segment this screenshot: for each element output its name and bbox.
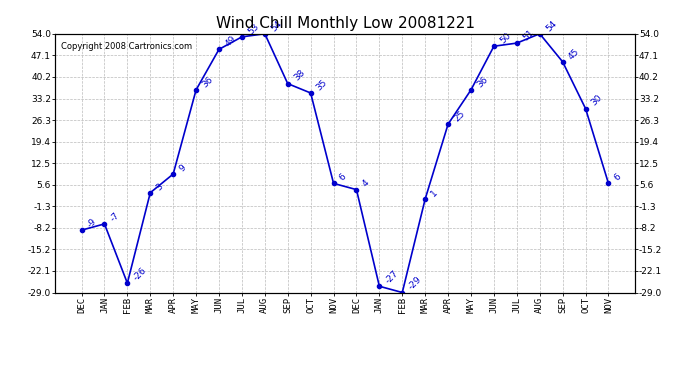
Text: Copyright 2008 Cartronics.com: Copyright 2008 Cartronics.com xyxy=(61,42,192,51)
Text: 36: 36 xyxy=(475,75,490,89)
Text: -27: -27 xyxy=(384,269,400,285)
Text: 36: 36 xyxy=(200,75,215,89)
Text: 54: 54 xyxy=(544,19,558,33)
Text: 51: 51 xyxy=(521,28,535,42)
Text: -26: -26 xyxy=(132,266,148,282)
Text: 4: 4 xyxy=(361,178,371,189)
Text: 53: 53 xyxy=(246,22,261,36)
Text: -7: -7 xyxy=(108,210,121,223)
Text: 9: 9 xyxy=(177,163,188,173)
Text: 45: 45 xyxy=(566,46,581,61)
Text: 35: 35 xyxy=(315,78,329,92)
Text: -29: -29 xyxy=(406,275,423,292)
Text: 54: 54 xyxy=(269,19,284,33)
Text: 25: 25 xyxy=(452,109,466,123)
Text: 6: 6 xyxy=(613,172,623,183)
Text: -9: -9 xyxy=(86,217,99,229)
Text: 6: 6 xyxy=(337,172,348,183)
Text: 50: 50 xyxy=(498,31,513,45)
Title: Wind Chill Monthly Low 20081221: Wind Chill Monthly Low 20081221 xyxy=(215,16,475,31)
Text: 1: 1 xyxy=(429,188,440,198)
Text: 49: 49 xyxy=(223,34,237,48)
Text: 3: 3 xyxy=(155,182,165,192)
Text: 30: 30 xyxy=(590,93,604,108)
Text: 38: 38 xyxy=(292,68,306,83)
